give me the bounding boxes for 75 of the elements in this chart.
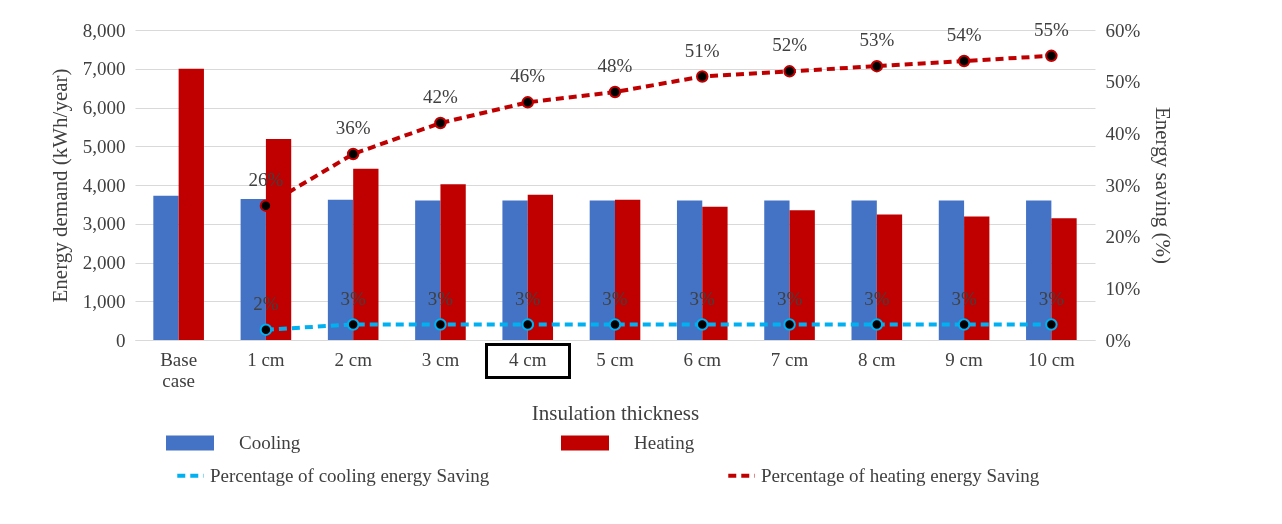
y-tick-label: 4,000 [82,174,126,196]
x-tick-label: 10 cm [1027,348,1076,370]
point [346,318,360,331]
y-tick-label: 7,000 [82,58,126,80]
data-label: 48% [597,55,633,76]
point [957,318,971,331]
x-tick-label: 1 cm [247,348,285,370]
y-tick-label: 8,000 [82,19,126,41]
y-tick-label: 2,000 [82,252,126,273]
x-tick-label: 7 cm [770,348,809,370]
data-label: 3% [427,287,454,309]
data-label: 36% [335,117,371,138]
data-label: 3% [951,287,977,309]
data-label: 3% [689,287,716,309]
point [521,96,534,109]
y2-tick-label: 10% [1105,277,1141,299]
y2-tick-label: 0% [1105,329,1131,351]
x-tick-label: 6 cm [683,348,722,370]
x-tick-label: Base case [160,348,198,391]
y-tick-label: 0 [116,329,126,351]
point [346,147,360,161]
y2-tick-label: 20% [1105,226,1141,248]
data-label: 3% [1038,287,1065,309]
y2-tick-label: 30% [1105,174,1141,196]
point [696,318,709,331]
y2-axis-title: Energy saving (%) [1151,106,1176,265]
bar [153,195,179,340]
y-tick-label: 1,000 [82,290,126,312]
y2-tick-label: 50% [1105,71,1141,93]
data-label: 42% [423,86,459,107]
y-tick-label: 5,000 [82,135,126,157]
y2-tick-label: 40% [1105,122,1141,144]
point [521,318,534,331]
x-axis-title: Insulation thickness [531,400,700,425]
point [1045,318,1058,331]
point [259,323,273,336]
data-label: 55% [1033,18,1069,40]
x-tick-label: 3 cm [421,348,460,370]
data-label: 46% [510,65,546,87]
x-tick-label: 9 cm [945,348,984,370]
point [696,70,709,83]
legend-label: Heating [634,432,695,453]
data-label: 26% [248,168,284,190]
legend-label: Percentage of heating energy Saving [761,464,1040,486]
x-tick-label: 4 cm [508,348,547,370]
bar [178,68,204,340]
point [783,65,796,78]
legend-label: Percentage of cooling energy Saving [210,464,490,486]
y-tick-label: 6,000 [82,97,126,118]
point [870,59,884,73]
data-label: 51% [684,39,720,61]
data-label: 3% [340,287,367,309]
point [957,54,971,68]
point [608,85,622,99]
x-tick-label: 5 cm [596,348,634,370]
point [783,318,796,331]
data-label: 52% [772,34,808,56]
legend-label: Cooling [239,432,301,453]
point [434,116,447,130]
point [434,318,447,331]
point [870,318,884,331]
data-label: 53% [859,29,895,51]
x-tick-label: 2 cm [334,348,373,370]
data-label: 2% [253,292,279,314]
data-label: 3% [515,287,541,309]
data-label: 3% [864,287,890,309]
y-tick-label: 3,000 [82,213,126,235]
y-axis-title: Energy demand (kWh/year) [47,68,72,303]
point [259,199,273,212]
point [1045,49,1058,63]
data-label: 3% [602,287,628,309]
point [608,318,622,331]
x-tick-label: 8 cm [858,348,896,370]
y2-tick-label: 60% [1105,19,1141,41]
data-label: 54% [946,24,982,45]
